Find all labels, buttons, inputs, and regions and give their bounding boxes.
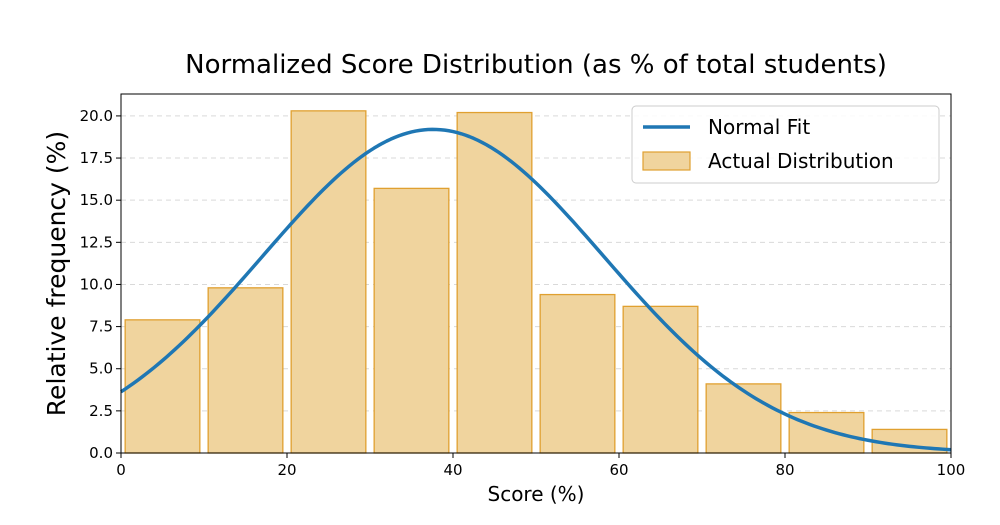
normal-fit-curve	[120, 127, 952, 452]
normal-fit-curve-layer	[120, 127, 952, 452]
y-tick-label: 10.0	[80, 275, 113, 293]
x-tick-label: 80	[775, 461, 794, 479]
legend-label-actual-distribution: Actual Distribution	[708, 149, 894, 173]
x-tick-label: 40	[443, 461, 462, 479]
y-tick-label: 12.5	[80, 233, 113, 251]
histogram-bar	[539, 293, 616, 454]
y-tick-label: 17.5	[80, 149, 113, 167]
x-tick-label: 100	[937, 461, 966, 479]
y-axis: 0.0 2.5 5.0 7.5 10.0 12.5 15.0 17.5 20.0	[80, 107, 121, 462]
y-axis-label: Relative frequency (%)	[42, 131, 71, 416]
y-tick-label: 15.0	[80, 191, 113, 209]
y-tick-label: 2.5	[89, 402, 113, 420]
y-tick-label: 20.0	[80, 107, 113, 125]
legend: Normal Fit Actual Distribution	[631, 105, 940, 184]
histogram-bar	[788, 411, 865, 454]
histogram-bar	[456, 111, 533, 454]
histogram-bar	[124, 319, 201, 454]
histogram-bar	[290, 110, 367, 454]
chart-title: Normalized Score Distribution (as % of t…	[185, 50, 887, 80]
x-axis-label: Score (%)	[488, 482, 585, 506]
y-tick-label: 0.0	[89, 444, 113, 462]
histogram-bar	[705, 383, 782, 454]
legend-box	[631, 105, 940, 184]
legend-actual-distribution-swatch	[642, 151, 691, 171]
legend-label-normal-fit: Normal Fit	[708, 115, 810, 139]
histogram-bar	[622, 305, 699, 454]
histogram-bars	[124, 110, 948, 454]
x-tick-label: 0	[116, 461, 126, 479]
histogram-bar	[207, 287, 284, 454]
x-tick-label: 20	[277, 461, 296, 479]
y-tick-label: 5.0	[89, 360, 113, 378]
histogram-bar	[373, 187, 450, 454]
x-tick-label: 60	[609, 461, 628, 479]
plot-area-frame	[120, 93, 952, 454]
x-axis: 0 20 40 60 80 100	[116, 453, 965, 479]
y-tick-label: 7.5	[89, 318, 113, 336]
